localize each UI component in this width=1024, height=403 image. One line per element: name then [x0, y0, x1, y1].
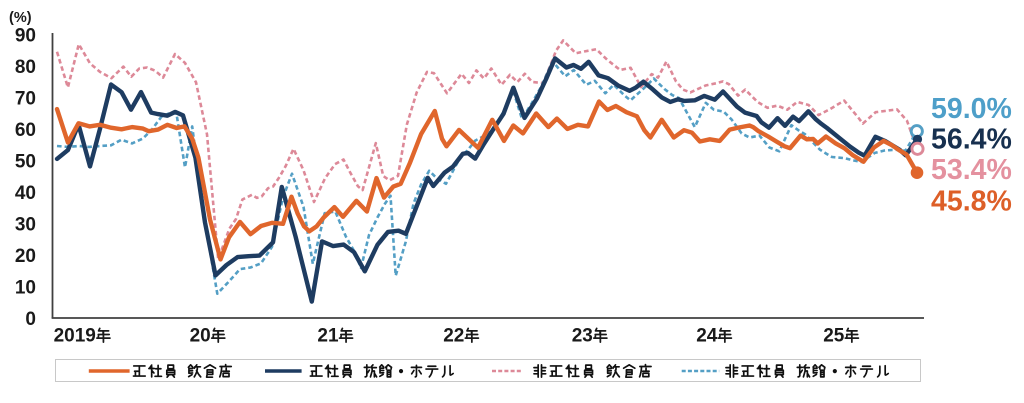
svg-text:20: 20: [15, 246, 36, 267]
svg-text:70: 70: [15, 89, 36, 110]
svg-text:25: 25: [823, 326, 845, 347]
svg-text:60: 60: [15, 120, 36, 141]
svg-text:24: 24: [696, 326, 718, 347]
svg-text:45.8%: 45.8%: [931, 186, 1012, 218]
svg-text:40: 40: [15, 183, 36, 204]
svg-text:90: 90: [15, 26, 36, 47]
svg-text:56.4%: 56.4%: [931, 124, 1012, 156]
svg-text:80: 80: [15, 57, 36, 78]
svg-text:20: 20: [190, 326, 211, 347]
svg-text:2019: 2019: [54, 326, 96, 347]
svg-text:23: 23: [572, 326, 593, 347]
svg-text:30: 30: [15, 215, 36, 236]
svg-text:0: 0: [25, 309, 36, 330]
svg-text:50: 50: [15, 152, 36, 173]
svg-text:59.0%: 59.0%: [931, 93, 1012, 125]
svg-text:21: 21: [317, 326, 339, 347]
svg-text:10: 10: [15, 278, 36, 299]
svg-text:(%): (%): [9, 10, 32, 26]
svg-text:22: 22: [443, 326, 464, 347]
svg-text:53.4%: 53.4%: [931, 154, 1012, 186]
